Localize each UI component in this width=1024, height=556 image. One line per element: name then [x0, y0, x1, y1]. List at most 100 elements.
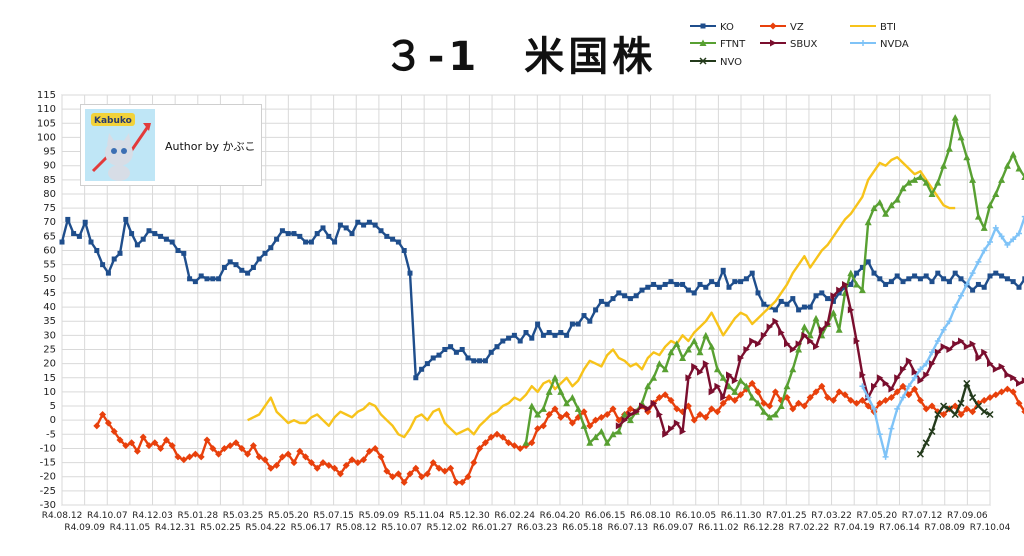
data-point-vz — [551, 405, 559, 413]
data-point-nvo — [986, 410, 994, 419]
data-point-ftnt — [922, 179, 930, 186]
data-point-sbux — [650, 399, 658, 407]
data-point-vz — [261, 456, 269, 464]
data-point-ko — [912, 273, 918, 279]
data-point-sbux — [766, 323, 774, 331]
data-point-vz — [284, 450, 292, 458]
data-point-vz — [371, 444, 379, 452]
data-point-ko — [442, 346, 448, 352]
data-point-ftnt — [725, 382, 733, 390]
data-point-vz — [220, 444, 228, 452]
x-tick-label: R7.08.09 — [924, 523, 965, 533]
data-point-sbux — [900, 365, 907, 373]
data-point-ftnt — [986, 201, 994, 209]
data-point-ftnt — [586, 439, 594, 446]
data-point-ftnt — [1003, 162, 1011, 169]
data-point-sbux — [824, 320, 832, 328]
data-point-vz — [133, 447, 141, 455]
data-point-ko — [326, 233, 332, 239]
y-tick-label: -15 — [40, 458, 56, 469]
data-point-ko — [598, 298, 604, 304]
data-point-vz — [545, 411, 553, 419]
data-point-vz — [197, 453, 205, 461]
x-tick-label: R5.12.30 — [449, 511, 490, 521]
data-point-nvda — [917, 366, 924, 373]
data-point-ko — [233, 262, 239, 268]
data-point-sbux — [992, 365, 1000, 373]
data-point-ftnt — [916, 173, 924, 180]
data-point-nvda — [969, 270, 976, 277]
x-tick-label: R5.11.04 — [404, 511, 445, 521]
data-point-sbux — [876, 374, 884, 382]
data-point-nvo — [969, 394, 977, 402]
data-point-nvda — [952, 304, 959, 311]
data-point-ko — [314, 231, 320, 237]
data-point-vz — [365, 447, 373, 455]
data-point-sbux — [627, 411, 634, 419]
y-tick-label: 70 — [43, 217, 56, 228]
data-point-ko — [987, 273, 993, 279]
series-line-bti — [247, 156, 956, 439]
data-point-ftnt — [806, 331, 814, 339]
data-point-ftnt — [1009, 150, 1017, 158]
x-tick-label: R6.10.05 — [675, 511, 716, 521]
data-point-ko — [662, 281, 668, 287]
data-point-sbux — [691, 362, 698, 370]
data-point-ko — [529, 335, 535, 341]
data-point-vz — [151, 439, 159, 447]
data-point-sbux — [673, 419, 681, 427]
x-tick-label: R4.12.31 — [155, 523, 196, 533]
data-point-ko — [587, 318, 593, 324]
data-point-nvo — [934, 410, 942, 419]
data-point-vz — [731, 396, 739, 404]
data-point-vz — [441, 467, 449, 475]
data-point-vz — [586, 422, 594, 430]
data-point-ko — [494, 344, 500, 350]
data-point-ko — [320, 225, 326, 231]
data-point-ko — [906, 276, 912, 282]
data-point-ftnt — [800, 323, 808, 330]
data-point-ko — [245, 270, 251, 276]
data-point-sbux — [743, 345, 750, 353]
data-point-vz — [580, 408, 588, 416]
data-point-vz — [336, 470, 344, 478]
y-tick-label: 100 — [37, 132, 56, 143]
data-point-vz — [725, 394, 733, 402]
data-point-sbux — [923, 371, 930, 379]
data-point-ftnt — [667, 348, 675, 356]
data-point-sbux — [1021, 377, 1024, 385]
data-point-sbux — [1004, 371, 1011, 379]
data-point-ko — [424, 361, 430, 367]
x-tick-label: R5.12.02 — [426, 523, 467, 533]
x-tick-label: R4.12.03 — [132, 511, 173, 521]
data-point-ftnt — [568, 394, 576, 401]
x-tick-label: R6.01.27 — [472, 523, 513, 533]
data-point-ko — [366, 219, 372, 225]
y-tick-label: -10 — [40, 443, 56, 454]
x-tick-label: R6.11.30 — [721, 511, 762, 521]
data-point-sbux — [708, 388, 716, 396]
data-point-ftnt — [789, 365, 797, 373]
data-point-vz — [481, 439, 489, 447]
data-point-ko — [558, 330, 564, 336]
data-point-ko — [732, 279, 738, 285]
data-point-nvda — [998, 233, 1005, 240]
data-point-ko — [384, 233, 390, 239]
data-point-nvda — [888, 425, 895, 432]
data-point-ko — [999, 273, 1005, 279]
data-point-vz — [603, 411, 611, 419]
data-point-ko — [552, 332, 558, 338]
data-point-vz — [702, 413, 710, 421]
data-point-ftnt — [870, 204, 878, 212]
data-point-ko — [105, 270, 111, 276]
data-point-ko — [929, 279, 935, 285]
data-point-ftnt — [719, 374, 727, 381]
data-point-ko — [256, 256, 262, 262]
data-point-ko — [743, 276, 749, 282]
data-point-sbux — [737, 354, 745, 362]
data-point-ftnt — [969, 176, 977, 183]
data-point-vz — [458, 478, 466, 486]
data-point-ftnt — [812, 314, 820, 322]
data-point-sbux — [662, 430, 669, 438]
data-point-ko — [801, 304, 807, 310]
